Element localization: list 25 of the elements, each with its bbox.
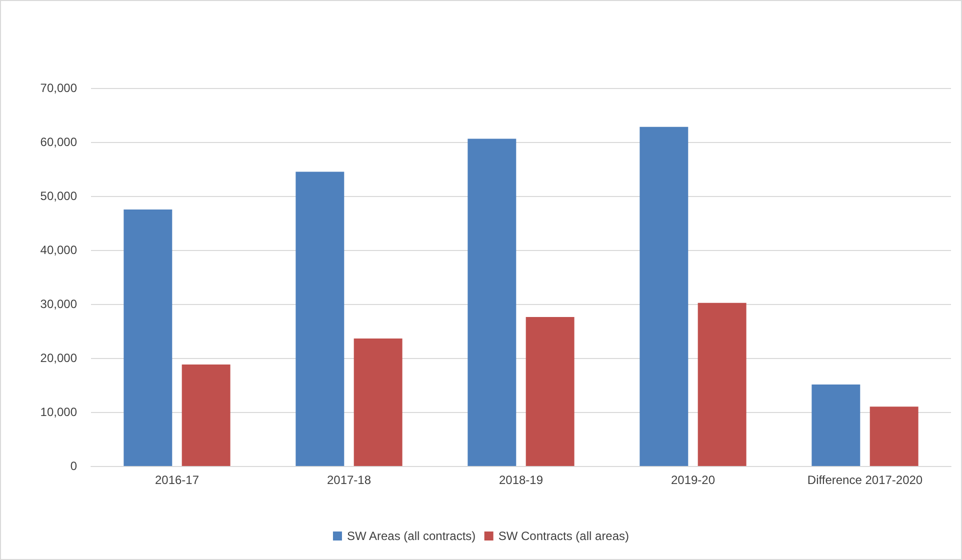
y-tick-label: 20,000 <box>40 351 78 365</box>
y-tick-label: 30,000 <box>40 297 78 311</box>
x-tick-label: Difference 2017-2020 <box>807 473 923 487</box>
bar <box>468 138 516 466</box>
y-tick-label: 70,000 <box>40 81 78 95</box>
x-tick-label: 2018-19 <box>498 473 544 487</box>
bar <box>296 172 344 466</box>
bar <box>870 406 918 466</box>
y-tick-label: 50,000 <box>40 189 78 203</box>
bar <box>182 364 230 466</box>
legend-label: SW Areas (all contracts) <box>346 529 476 543</box>
x-tick-label: 2016-17 <box>154 473 200 487</box>
y-tick-label: 40,000 <box>40 243 78 257</box>
y-tick-label: 60,000 <box>40 135 78 149</box>
y-tick-label: 0 <box>70 459 78 473</box>
bar <box>124 210 172 466</box>
bar <box>812 384 860 466</box>
x-tick-label: 2019-20 <box>670 473 716 487</box>
x-tick-label: 2017-18 <box>326 473 372 487</box>
y-tick-label: 10,000 <box>40 405 78 419</box>
bar <box>354 338 402 466</box>
bar <box>526 316 574 466</box>
bar <box>698 302 746 466</box>
legend-label: SW Contracts (all areas) <box>498 529 630 543</box>
bar <box>640 126 688 466</box>
